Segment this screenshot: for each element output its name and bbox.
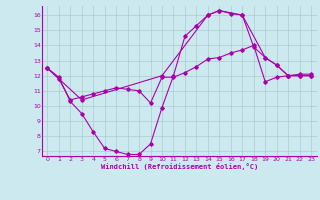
X-axis label: Windchill (Refroidissement éolien,°C): Windchill (Refroidissement éolien,°C)	[100, 163, 258, 170]
